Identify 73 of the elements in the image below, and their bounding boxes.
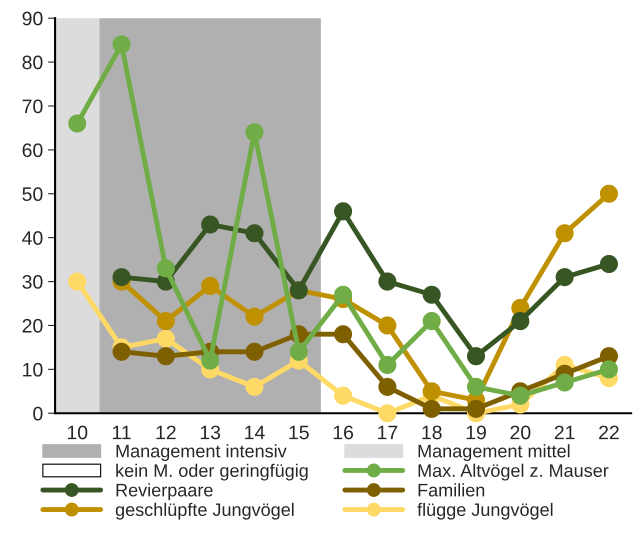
point [245, 123, 264, 142]
y-tick-label: 0 [33, 406, 43, 420]
point [68, 272, 86, 291]
point [466, 347, 486, 366]
point [600, 360, 618, 378]
point [334, 202, 352, 220]
point [378, 356, 396, 374]
x-tick-label: 19 [466, 426, 486, 440]
legend-label: Management mittel [418, 444, 570, 462]
point [422, 382, 441, 400]
y-tick-label: 70 [22, 99, 43, 114]
x-tick-label: 17 [378, 426, 398, 440]
point [290, 342, 308, 361]
x-tick-label: 21 [554, 426, 574, 440]
x-tick-label: 20 [510, 426, 530, 440]
x-tick-label: 18 [422, 426, 442, 440]
point [68, 114, 86, 133]
point [466, 400, 486, 418]
point [556, 224, 574, 242]
point [422, 312, 441, 330]
y-tick-label: 20 [22, 318, 43, 333]
point [511, 386, 530, 405]
x-tick-label: 14 [245, 426, 265, 440]
point [422, 286, 441, 304]
y-tick-label: 50 [22, 187, 43, 202]
point [600, 184, 618, 203]
point [245, 378, 264, 396]
point [600, 254, 618, 274]
band-label: kein M. oder geringfügig [116, 464, 308, 481]
point [245, 342, 264, 361]
legend-label: Revierpaare [116, 483, 213, 500]
y-tick-label: 30 [22, 275, 43, 289]
point [112, 342, 131, 361]
point [334, 286, 352, 304]
point [378, 272, 396, 291]
point [201, 215, 220, 234]
point [156, 330, 175, 348]
x-tick-label: 13 [200, 426, 220, 440]
legend-label: Max. Altvögel z. Mauser [418, 464, 608, 481]
x-tick-label: 15 [289, 426, 309, 440]
point [156, 312, 175, 330]
x-tick-label: 11 [112, 426, 131, 440]
point [378, 404, 396, 422]
point [201, 352, 220, 370]
point [156, 259, 175, 278]
legend-label: Management intensiv [116, 444, 287, 462]
y-tick-label: 40 [22, 231, 43, 245]
point [156, 347, 175, 366]
x-tick-label: 16 [334, 426, 354, 440]
point [112, 35, 131, 54]
point [466, 378, 486, 396]
legend-label: geschlüpfte Jungvögel [116, 502, 294, 520]
point [422, 400, 441, 418]
point [556, 268, 574, 286]
point [378, 378, 396, 396]
y-tick-label: 90 [22, 12, 43, 26]
x-tick-label: 10 [68, 426, 88, 440]
point [245, 308, 264, 326]
x-tick-label: 22 [599, 426, 619, 440]
point [201, 276, 220, 295]
y-tick-label: 60 [22, 143, 43, 158]
y-tick-label: 80 [22, 56, 43, 70]
point [245, 224, 264, 242]
legend-label: flügge Jungvögel [417, 502, 552, 520]
point [112, 268, 131, 286]
y-tick-label: 10 [23, 362, 43, 377]
point [334, 325, 352, 344]
legend-label: Familien [418, 483, 484, 497]
point [378, 316, 396, 334]
point [511, 312, 530, 330]
x-tick-label: 12 [156, 426, 176, 440]
point [334, 386, 352, 405]
point [556, 373, 574, 392]
